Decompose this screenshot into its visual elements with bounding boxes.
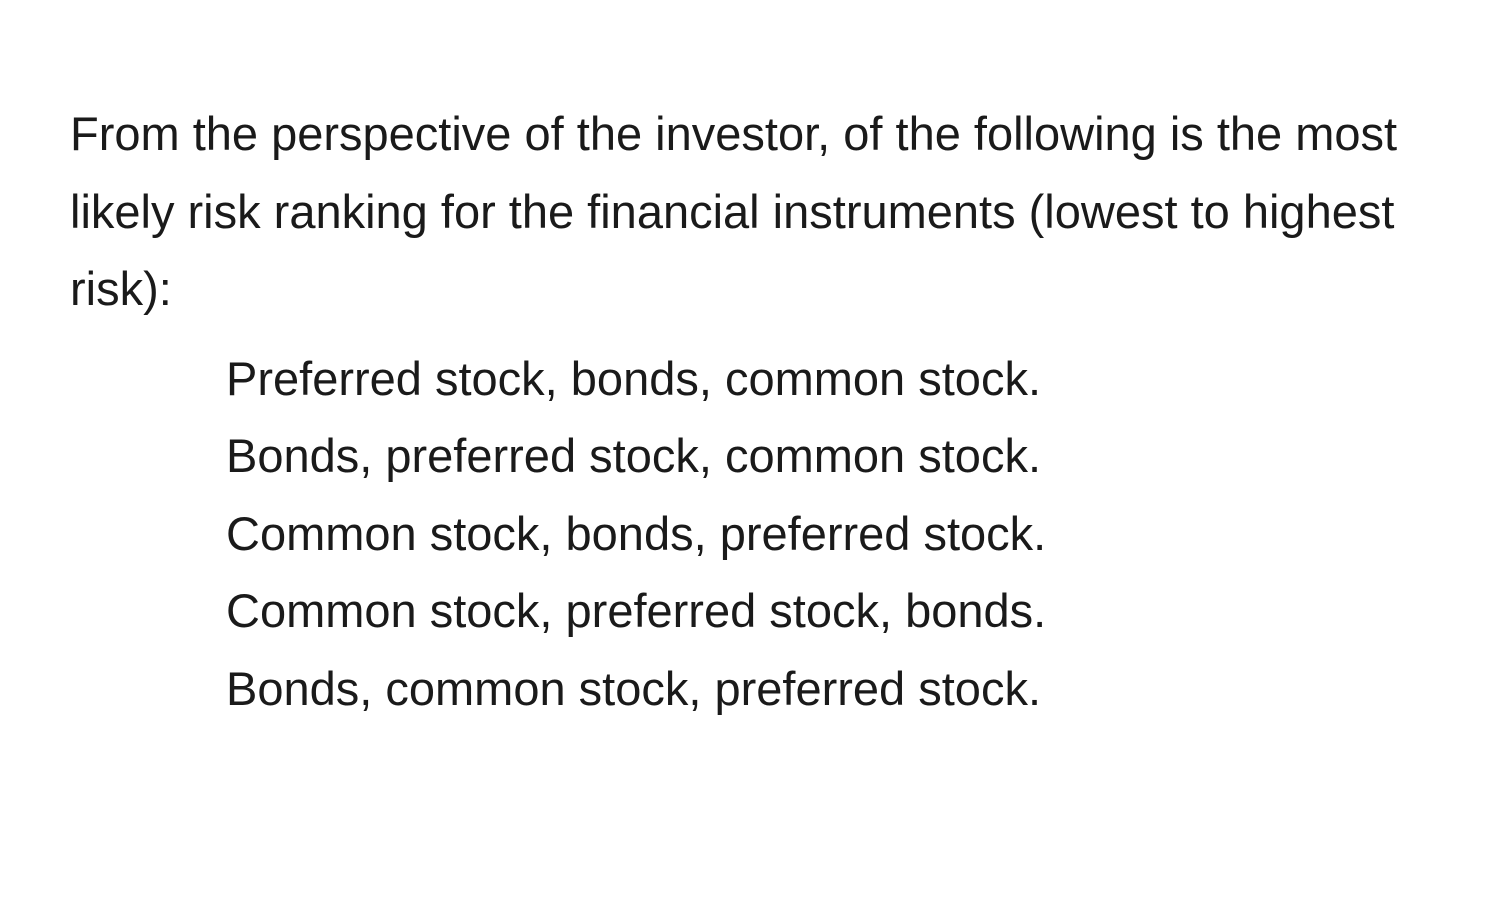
option-3: Common stock, bonds, preferred stock. [226, 495, 1430, 573]
option-2: Bonds, preferred stock, common stock. [226, 417, 1430, 495]
option-1: Preferred stock, bonds, common stock. [226, 340, 1430, 418]
options-container: Preferred stock, bonds, common stock. Bo… [70, 340, 1430, 728]
question-stem: From the perspective of the investor, of… [70, 95, 1430, 328]
option-4: Common stock, preferred stock, bonds. [226, 572, 1430, 650]
option-5: Bonds, common stock, preferred stock. [226, 650, 1430, 728]
question-container: From the perspective of the investor, of… [70, 95, 1430, 727]
